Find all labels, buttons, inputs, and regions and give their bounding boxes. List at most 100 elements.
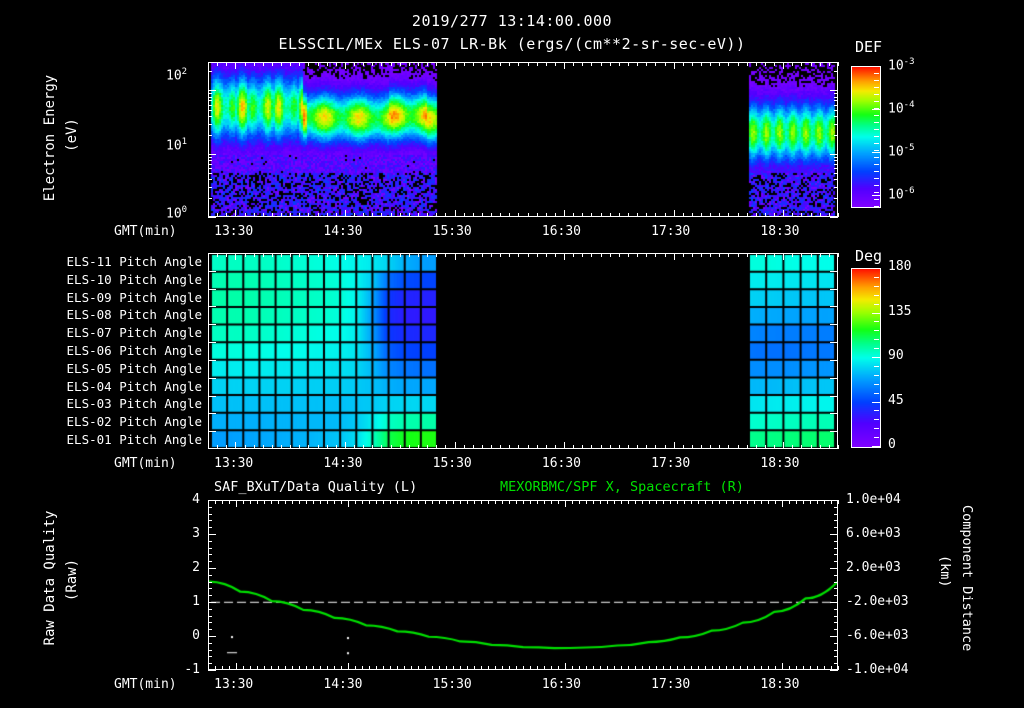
def-colorbar[interactable] xyxy=(851,66,881,208)
p1-xtick-minor xyxy=(774,213,775,217)
colorbar-minor-tick xyxy=(874,129,879,130)
p2-xtick-minor xyxy=(318,445,319,449)
p1-xtick-minor-top xyxy=(628,62,629,66)
p1-ytick-minor xyxy=(208,168,212,169)
p3-xtick-minor xyxy=(404,666,405,670)
p3-xtick-minor-top xyxy=(838,500,839,504)
panel3-ytick-left: -1 xyxy=(184,662,200,677)
p2-xtick-minor xyxy=(829,445,830,449)
p1-xtick-minor-top xyxy=(208,62,209,66)
p3-ytick-minor xyxy=(208,554,212,555)
colorbar-minor-tick xyxy=(874,304,879,305)
pitch-angle-row-label: ELS-09 Pitch Angle xyxy=(66,290,202,305)
pitch-angle-panel[interactable] xyxy=(208,253,838,449)
p1-ytick-minor-r xyxy=(834,168,838,169)
electron-energy-spectrogram-panel[interactable] xyxy=(208,62,838,217)
p2-xtick-minor xyxy=(765,445,766,449)
p3-xtick-minor xyxy=(488,666,489,670)
p1-ytick-minor-r xyxy=(834,105,838,106)
p2-xtick-minor-top xyxy=(500,253,501,257)
colorbar-tick-label: 10-3 xyxy=(888,57,915,73)
p2-ytick-major xyxy=(208,271,216,272)
p3-xtick-minor-top xyxy=(586,500,587,504)
panel3-ytick-left: 3 xyxy=(192,526,200,541)
p2-xtick-minor-top xyxy=(829,253,830,257)
p2-xtick-minor xyxy=(235,442,236,449)
line-plot-canvas xyxy=(209,501,837,669)
p2-xtick-minor xyxy=(692,445,693,449)
p3-ytick-minor-r xyxy=(834,554,838,555)
p2-xtick-minor xyxy=(518,445,519,449)
p1-xtick-minor xyxy=(308,213,309,217)
p2-ytick-major xyxy=(208,306,216,307)
p1-ytick-minor xyxy=(208,105,212,106)
p2-xtick-minor-top xyxy=(665,253,666,257)
p1-xtick-minor xyxy=(391,213,392,217)
p3-xtick-minor-top xyxy=(404,500,405,504)
p1-xtick-minor xyxy=(765,213,766,217)
p1-xtick-minor xyxy=(318,213,319,217)
p3-xtick-minor xyxy=(579,666,580,670)
p3-xtick-minor-top xyxy=(285,500,286,504)
p3-xtick-minor xyxy=(369,666,370,670)
p2-xtick-minor-top xyxy=(445,253,446,257)
panel3-title-right: MEXORBMC/SPF X, Spacecraft (R) xyxy=(500,479,744,495)
p1-xtick-minor-top xyxy=(263,62,264,66)
p3-xtick-minor xyxy=(208,666,209,670)
p3-xtick-minor-top xyxy=(817,500,818,504)
p3-ytick-minor-r xyxy=(834,609,838,610)
p1-xtick-minor xyxy=(281,213,282,217)
p3-xtick-minor-top xyxy=(208,500,209,504)
p1-xtick-minor xyxy=(418,213,419,217)
p2-xtick-minor xyxy=(591,445,592,449)
p1-ytick-minor-r xyxy=(834,179,838,180)
panel3-ylabel-left: Raw Data Quality xyxy=(42,510,58,646)
p1-xtick-minor-top xyxy=(582,62,583,66)
p3-xtick-minor xyxy=(460,666,461,670)
p1-xtick-minor-top xyxy=(573,62,574,66)
p3-ytick-minor-r xyxy=(834,541,838,542)
p3-xtick-minor-top xyxy=(383,500,384,504)
p2-xtick-minor-top xyxy=(354,253,355,257)
panel2-colorbar-title: Deg xyxy=(855,247,883,265)
p1-xtick-minor xyxy=(838,213,839,217)
p3-xtick-minor-top xyxy=(271,500,272,504)
p3-ytick-minor-r xyxy=(834,514,838,515)
p3-xtick-minor-top xyxy=(411,500,412,504)
p3-xtick-minor xyxy=(453,666,454,670)
colorbar-minor-tick xyxy=(874,313,879,314)
colorbar-minor-tick xyxy=(874,375,879,376)
p1-ytick-minor xyxy=(208,93,212,94)
p2-ytick-major-r xyxy=(830,396,838,397)
p2-xtick-minor xyxy=(774,445,775,449)
p3-ytick-minor-r xyxy=(834,520,838,521)
pitch-angle-colorbar[interactable] xyxy=(851,268,881,448)
p2-xtick-minor-top xyxy=(692,253,693,257)
p1-xtick-minor xyxy=(692,213,693,217)
p2-xtick-minor xyxy=(290,445,291,449)
p3-xtick-minor xyxy=(481,666,482,670)
p1-xtick-minor xyxy=(829,213,830,217)
panel3-xaxis-label: GMT(min) xyxy=(114,677,177,692)
colorbar-minor-tick xyxy=(874,101,879,102)
p1-xtick-minor xyxy=(555,213,556,217)
data-quality-distance-panel[interactable] xyxy=(208,500,838,670)
panel1-yunits: (eV) xyxy=(64,118,80,152)
p1-xtick-minor xyxy=(820,213,821,217)
p1-xtick-minor xyxy=(254,213,255,217)
p1-xtick-minor xyxy=(582,213,583,217)
p2-xtick-minor-top xyxy=(838,253,839,257)
colorbar-minor-tick xyxy=(874,94,879,95)
p2-xtick-minor-top xyxy=(290,253,291,257)
p3-xtick-minor xyxy=(810,666,811,670)
p2-xtick-minor-top xyxy=(582,253,583,257)
p1-xtick-minor-top xyxy=(820,62,821,66)
p1-ytick-minor-r xyxy=(834,157,838,158)
p2-xtick-minor xyxy=(665,445,666,449)
p2-xtick-minor-top xyxy=(518,253,519,257)
xtick-label: 16:30 xyxy=(541,456,582,471)
panel3-ylabel-left-units: (Raw) xyxy=(64,558,80,602)
p1-ytick-minor xyxy=(208,160,212,161)
p3-xtick-minor xyxy=(390,666,391,670)
pitch-angle-row-label: ELS-06 Pitch Angle xyxy=(66,343,202,358)
